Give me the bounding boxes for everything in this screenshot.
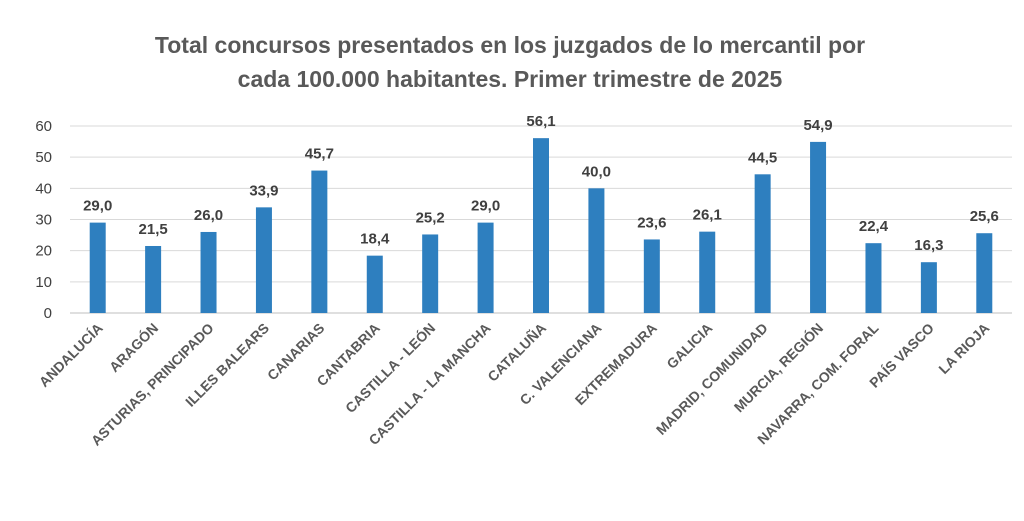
chart-title-line-1: Total concursos presentados en los juzga… — [154, 32, 866, 58]
bar — [366, 255, 383, 313]
bar — [643, 239, 660, 313]
bar — [754, 174, 771, 313]
category-label: MADRID, COMUNIDAD — [653, 320, 771, 438]
category-label: CASTILLA - LEÓN — [341, 319, 438, 416]
category-label: ANDALUCÍA — [36, 320, 106, 390]
bar — [145, 245, 162, 313]
data-label: 16,3 — [914, 237, 943, 254]
data-label: 45,7 — [305, 146, 334, 163]
data-label: 26,1 — [693, 207, 722, 224]
bar — [422, 234, 439, 313]
bars — [89, 138, 993, 313]
bar — [588, 188, 605, 313]
bar — [89, 222, 106, 313]
bar — [920, 262, 937, 313]
bar — [699, 231, 716, 313]
y-axis-tick-labels: 0 10 20 30 40 50 60 — [35, 118, 52, 322]
data-label: 18,4 — [360, 231, 390, 248]
bar — [865, 243, 882, 313]
data-label: 25,6 — [970, 208, 999, 225]
data-label: 29,0 — [83, 198, 112, 215]
data-label: 21,5 — [139, 221, 168, 238]
chart-title: Total concursos presentados en los juzga… — [100, 28, 920, 96]
y-tick-label: 30 — [35, 212, 52, 229]
category-label: LA RIOJA — [935, 320, 992, 377]
data-label: 22,4 — [859, 218, 889, 235]
y-tick-label: 40 — [35, 180, 52, 197]
data-labels: 29,0 21,5 26,0 33,9 45,7 18,4 25,2 29,0 56,1 40,0… — [83, 113, 999, 254]
bar — [976, 233, 993, 313]
bar — [255, 207, 272, 313]
data-label: 54,9 — [803, 117, 832, 134]
bar — [810, 141, 827, 313]
data-label: 40,0 — [582, 163, 611, 180]
data-label: 25,2 — [416, 209, 445, 226]
data-label: 26,0 — [194, 207, 223, 224]
y-tick-label: 0 — [44, 305, 52, 322]
y-tick-label: 60 — [35, 118, 52, 135]
bar — [200, 231, 217, 313]
category-label: ARAGÓN — [105, 319, 161, 375]
bar — [311, 170, 328, 313]
data-label: 29,0 — [471, 198, 500, 215]
y-tick-label: 20 — [35, 243, 52, 260]
category-label: GALICIA — [663, 320, 715, 372]
y-tick-label: 50 — [35, 149, 52, 166]
data-label: 44,5 — [748, 149, 777, 166]
data-label: 23,6 — [637, 214, 666, 231]
bar — [533, 138, 549, 313]
data-label: 56,1 — [526, 113, 555, 130]
data-label: 33,9 — [249, 182, 278, 199]
y-tick-label: 10 — [35, 274, 52, 291]
bar — [477, 222, 494, 313]
chart-title-line-2: cada 100.000 habitantes. Primer trimestr… — [237, 66, 783, 92]
